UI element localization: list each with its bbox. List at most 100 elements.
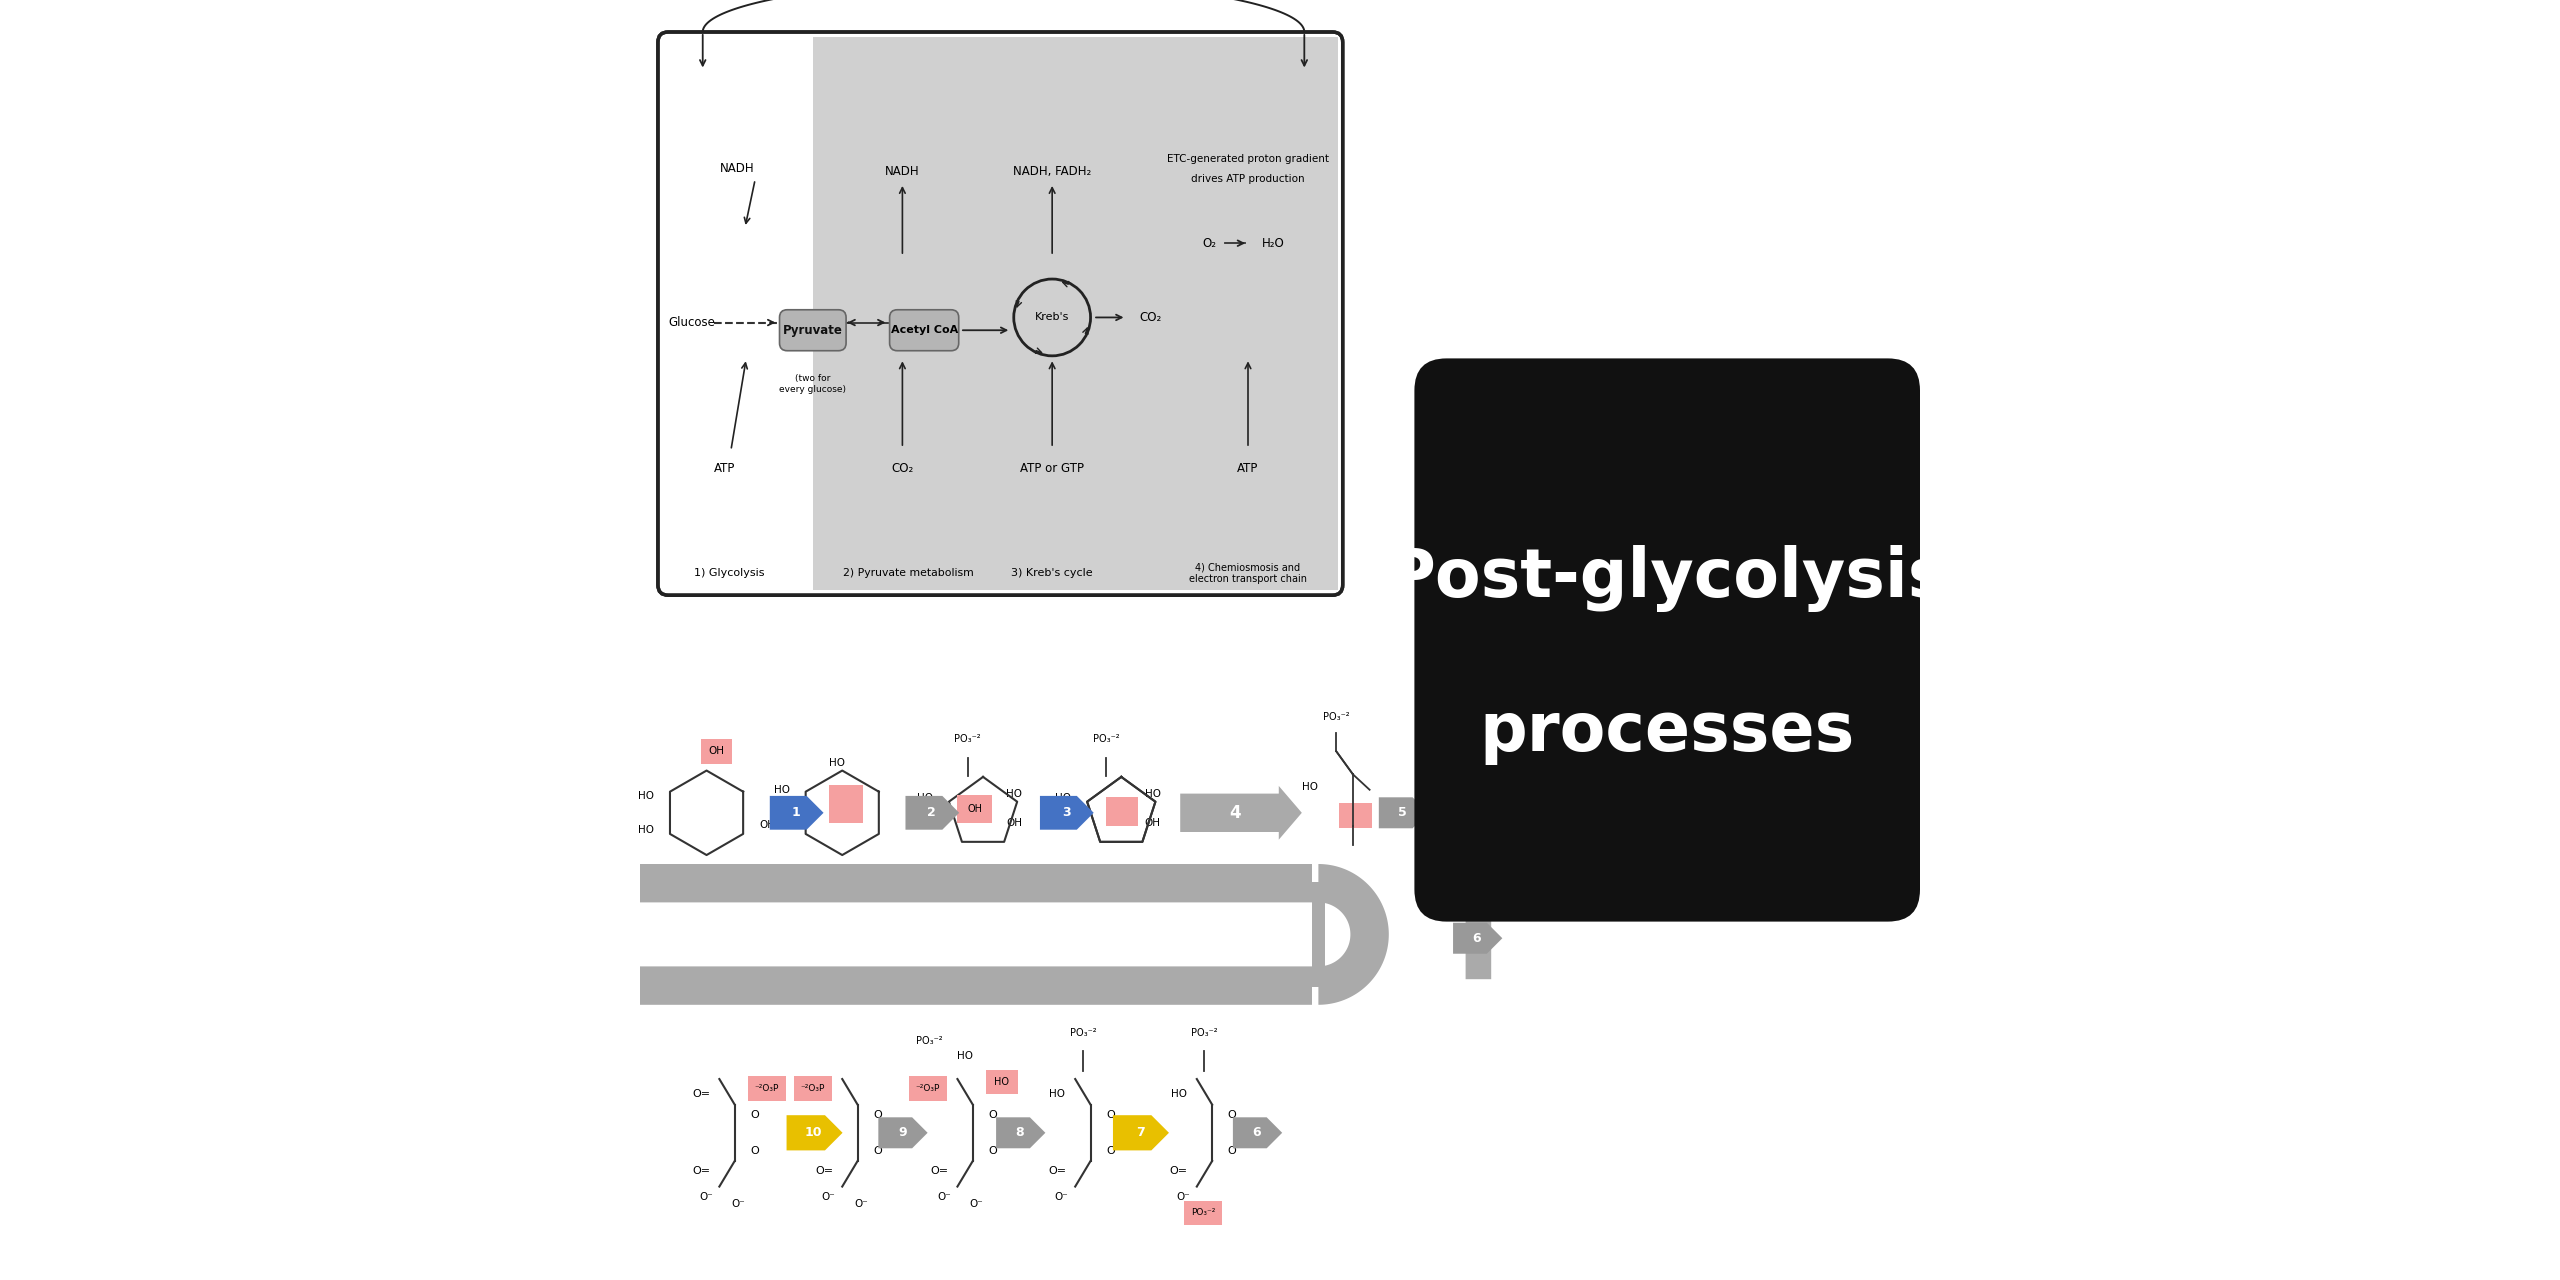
- Text: OH: OH: [1144, 818, 1160, 828]
- Text: ⁻²O₃P: ⁻²O₃P: [916, 1084, 940, 1093]
- Text: HO: HO: [1055, 794, 1070, 803]
- Polygon shape: [1234, 1117, 1283, 1148]
- Bar: [1457, 803, 1490, 828]
- Text: 4) Chemiosmosis and
electron transport chain: 4) Chemiosmosis and electron transport c…: [1188, 563, 1308, 584]
- Text: O⁻: O⁻: [970, 1199, 983, 1210]
- Bar: [986, 1070, 1019, 1094]
- FancyBboxPatch shape: [1416, 358, 1920, 922]
- Text: HO: HO: [637, 791, 655, 801]
- FancyArrow shape: [1180, 786, 1303, 840]
- Bar: [701, 739, 732, 764]
- Text: NADH, FADH₂: NADH, FADH₂: [1014, 165, 1091, 178]
- Text: ATP or GTP: ATP or GTP: [1021, 462, 1085, 475]
- Polygon shape: [786, 1115, 842, 1151]
- Bar: [1339, 803, 1372, 828]
- Text: Glucose: Glucose: [668, 316, 714, 329]
- FancyBboxPatch shape: [778, 310, 845, 351]
- Text: HO: HO: [1006, 788, 1021, 799]
- Text: O: O: [1229, 1110, 1236, 1120]
- Text: 1: 1: [791, 806, 801, 819]
- Text: O=: O=: [929, 1089, 950, 1100]
- Text: OH: OH: [709, 746, 724, 756]
- Text: drives ATP production: drives ATP production: [1190, 174, 1306, 184]
- FancyBboxPatch shape: [891, 310, 960, 351]
- Text: 8: 8: [1016, 1126, 1024, 1139]
- Text: ⁻²O₃P: ⁻²O₃P: [755, 1084, 778, 1093]
- Bar: [957, 795, 993, 823]
- Text: O: O: [1106, 1146, 1114, 1156]
- Bar: [829, 785, 863, 823]
- Text: 5: 5: [1398, 806, 1408, 819]
- Polygon shape: [1380, 797, 1428, 828]
- Text: NADH: NADH: [719, 163, 755, 175]
- Text: OH: OH: [1006, 818, 1021, 828]
- Text: Kreb's: Kreb's: [1034, 312, 1070, 323]
- Text: 7: 7: [1137, 1126, 1144, 1139]
- Text: O: O: [1229, 1146, 1236, 1156]
- Text: O: O: [873, 1110, 881, 1120]
- Text: O=: O=: [691, 1089, 712, 1100]
- Text: O⁻: O⁻: [937, 1192, 950, 1202]
- Text: 6: 6: [1472, 932, 1482, 945]
- Text: PO₃⁻²: PO₃⁻²: [1190, 1028, 1219, 1038]
- Polygon shape: [771, 796, 824, 829]
- Text: O⁻: O⁻: [1178, 1192, 1190, 1202]
- Text: O=: O=: [929, 1166, 950, 1176]
- Text: 2) Pyruvate metabolism: 2) Pyruvate metabolism: [842, 568, 975, 579]
- Text: O₂: O₂: [1203, 237, 1216, 250]
- Text: O=: O=: [691, 1166, 712, 1176]
- FancyBboxPatch shape: [658, 32, 1344, 595]
- Text: HO: HO: [1170, 1089, 1188, 1100]
- Text: OH: OH: [758, 820, 776, 831]
- Text: PO₃⁻²: PO₃⁻²: [1324, 712, 1349, 722]
- Text: PO₃⁻²: PO₃⁻²: [1093, 733, 1119, 744]
- Text: OH: OH: [712, 868, 727, 878]
- Text: O: O: [750, 1110, 758, 1120]
- Text: (two for
every glucose): (two for every glucose): [778, 374, 847, 394]
- Text: Acetyl CoA: Acetyl CoA: [891, 325, 957, 335]
- Text: PO₃⁻²: PO₃⁻²: [955, 733, 980, 744]
- Text: 3) Kreb's cycle: 3) Kreb's cycle: [1011, 568, 1093, 579]
- Text: O: O: [873, 1146, 881, 1156]
- Text: HO: HO: [1050, 1089, 1065, 1100]
- Text: HO: HO: [957, 1051, 973, 1061]
- Text: 1) Glycolysis: 1) Glycolysis: [694, 568, 765, 579]
- Text: processes: processes: [1480, 699, 1856, 765]
- Text: O⁻: O⁻: [855, 1199, 868, 1210]
- Polygon shape: [1318, 864, 1388, 1005]
- Text: O=: O=: [1047, 1166, 1068, 1176]
- Polygon shape: [1114, 1115, 1170, 1151]
- Polygon shape: [906, 796, 960, 829]
- Text: O–PO₃⁻²: O–PO₃⁻²: [1108, 878, 1147, 888]
- Text: OH: OH: [845, 868, 860, 878]
- Text: HO: HO: [637, 824, 655, 835]
- Text: 2: 2: [927, 806, 937, 819]
- Text: O⁻: O⁻: [699, 1192, 712, 1202]
- Text: 3: 3: [1062, 806, 1070, 819]
- Text: O=: O=: [814, 1166, 835, 1176]
- Text: ⁻²O₃P: ⁻²O₃P: [801, 1084, 824, 1093]
- Bar: [909, 1076, 947, 1101]
- Bar: [748, 1076, 786, 1101]
- Text: ATP: ATP: [714, 462, 735, 475]
- Text: Pyruvate: Pyruvate: [783, 324, 842, 337]
- Polygon shape: [1039, 796, 1093, 829]
- Text: 6: 6: [1252, 1126, 1262, 1139]
- Text: HO: HO: [1144, 788, 1160, 799]
- Text: PO₃⁻²: PO₃⁻²: [1449, 712, 1475, 722]
- Text: ATP: ATP: [1236, 462, 1260, 475]
- Bar: [1313, 882, 1326, 987]
- Text: PO₃⁻²: PO₃⁻²: [916, 1036, 942, 1046]
- Text: NADH: NADH: [886, 165, 919, 178]
- Polygon shape: [996, 1117, 1044, 1148]
- Text: O: O: [988, 1146, 996, 1156]
- FancyArrow shape: [589, 959, 1313, 1012]
- Text: 10: 10: [804, 1126, 822, 1139]
- FancyArrow shape: [589, 856, 1313, 910]
- Text: ETC-generated proton gradient: ETC-generated proton gradient: [1167, 154, 1329, 164]
- Text: HO: HO: [773, 812, 788, 822]
- Text: O⁻: O⁻: [822, 1192, 835, 1202]
- Bar: [1106, 797, 1139, 826]
- Bar: [794, 1076, 832, 1101]
- Text: CO₂: CO₂: [891, 462, 914, 475]
